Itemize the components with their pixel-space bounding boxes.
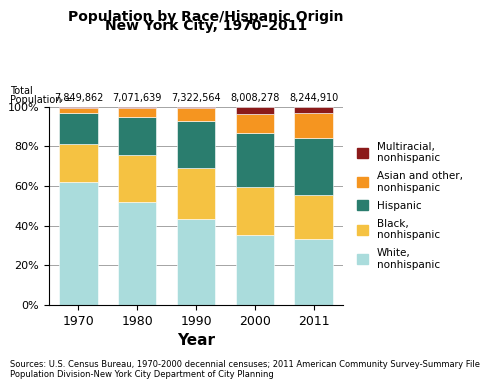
Bar <box>294 195 333 239</box>
Bar <box>236 114 274 133</box>
Bar <box>177 168 215 219</box>
Bar <box>59 182 98 305</box>
Bar <box>236 133 274 187</box>
Text: Sources: U.S. Census Bureau, 1970-2000 decennial censuses; 2011 American Communi: Sources: U.S. Census Bureau, 1970-2000 d… <box>10 360 480 379</box>
Bar <box>59 144 98 182</box>
Bar <box>59 113 98 144</box>
Bar <box>294 239 333 305</box>
Bar <box>59 107 98 108</box>
Text: Total: Total <box>10 86 32 96</box>
Bar <box>294 107 333 113</box>
Bar <box>118 155 156 202</box>
Text: 8,008,278: 8,008,278 <box>230 93 279 103</box>
Bar <box>177 108 215 120</box>
Bar <box>236 235 274 305</box>
Text: New York City, 1970–2011: New York City, 1970–2011 <box>105 19 307 33</box>
Text: Population =: Population = <box>10 95 73 105</box>
Bar <box>294 113 333 138</box>
Bar <box>177 107 215 108</box>
Bar <box>236 187 274 235</box>
Bar <box>294 138 333 195</box>
Bar <box>236 107 274 114</box>
Legend: Multiracial,
nonhispanic, Asian and other,
nonhispanic, Hispanic, Black,
nonhisp: Multiracial, nonhispanic, Asian and othe… <box>357 142 463 270</box>
Bar <box>118 107 156 108</box>
X-axis label: Year: Year <box>177 333 215 348</box>
Text: 7,849,862: 7,849,862 <box>54 93 103 103</box>
Bar <box>118 202 156 305</box>
Text: 8,244,910: 8,244,910 <box>289 93 338 103</box>
Bar <box>118 108 156 117</box>
Bar <box>177 120 215 168</box>
Bar <box>177 219 215 305</box>
Text: Population by Race/Hispanic Origin: Population by Race/Hispanic Origin <box>68 10 343 24</box>
Text: 7,322,564: 7,322,564 <box>171 93 221 103</box>
Bar <box>59 108 98 113</box>
Text: 7,071,639: 7,071,639 <box>113 93 162 103</box>
Bar <box>118 117 156 155</box>
